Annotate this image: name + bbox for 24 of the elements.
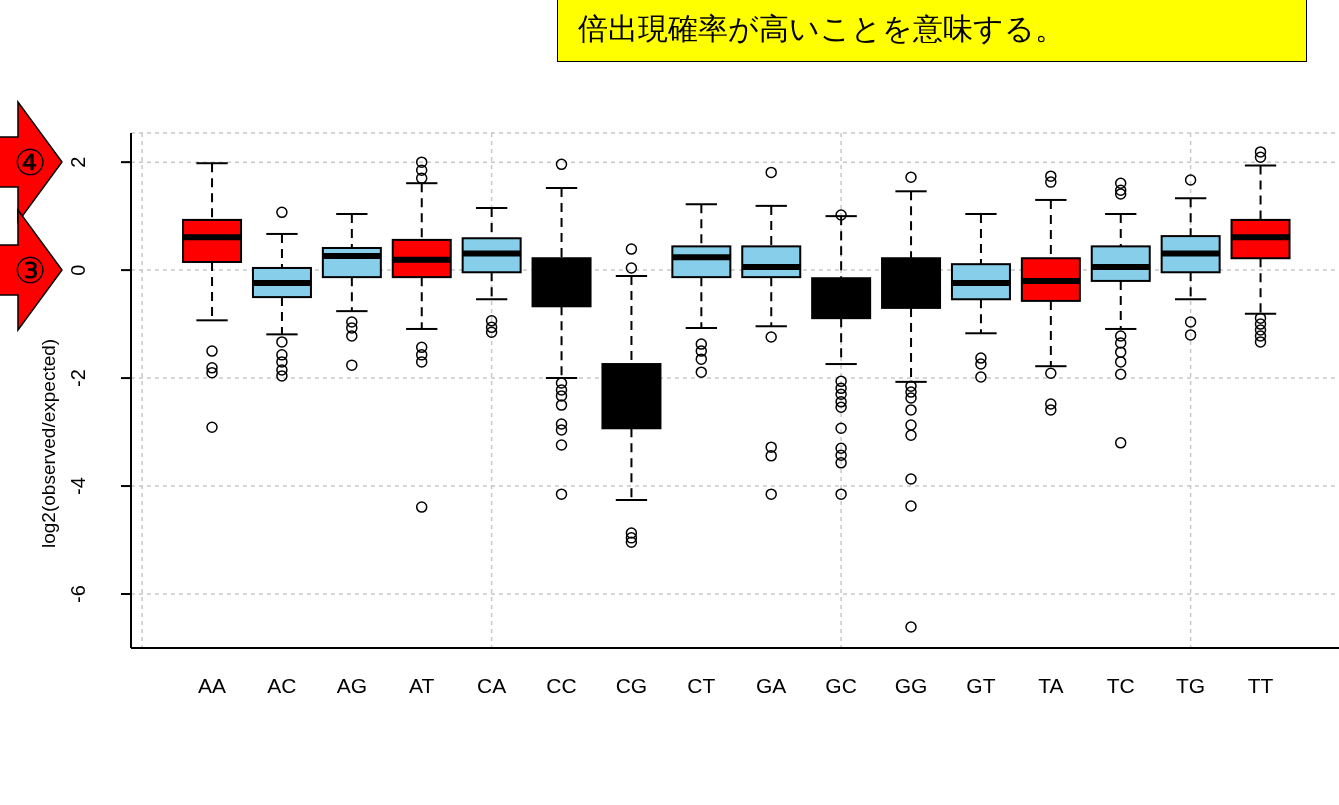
x-tick-label: AG: [336, 673, 367, 697]
x-tick-label: AT: [409, 673, 435, 697]
y-tick-label: -2: [67, 369, 89, 387]
text: 倍出現確率が高いことを意味する。: [557, 0, 1307, 62]
x-tick-label: TG: [1176, 673, 1206, 697]
x-tick-label: GG: [894, 673, 928, 697]
arrow-icon: ③: [0, 207, 63, 333]
x-tick-label: TC: [1106, 673, 1135, 697]
y-tick-label: 0: [67, 264, 89, 276]
y-axis-title: log2(observed/expected): [38, 338, 59, 548]
x-tick-label: CT: [687, 673, 716, 697]
y-tick-label: 2: [67, 156, 89, 168]
y-tick-label: -4: [67, 477, 89, 495]
x-tick-label: AC: [267, 673, 297, 697]
x-tick-label: CG: [615, 673, 648, 697]
x-tick-label: CC: [546, 673, 577, 697]
x-tick-label: GC: [825, 673, 857, 697]
x-tick-label: TA: [1038, 673, 1064, 697]
x-tick-label: TT: [1247, 673, 1274, 697]
y-tick-label: -6: [67, 585, 89, 603]
x-tick-label: GT: [966, 673, 996, 697]
x-tick-label: CA: [477, 673, 507, 697]
x-tick-label: AA: [197, 673, 227, 697]
x-tick-label: GA: [756, 673, 787, 697]
